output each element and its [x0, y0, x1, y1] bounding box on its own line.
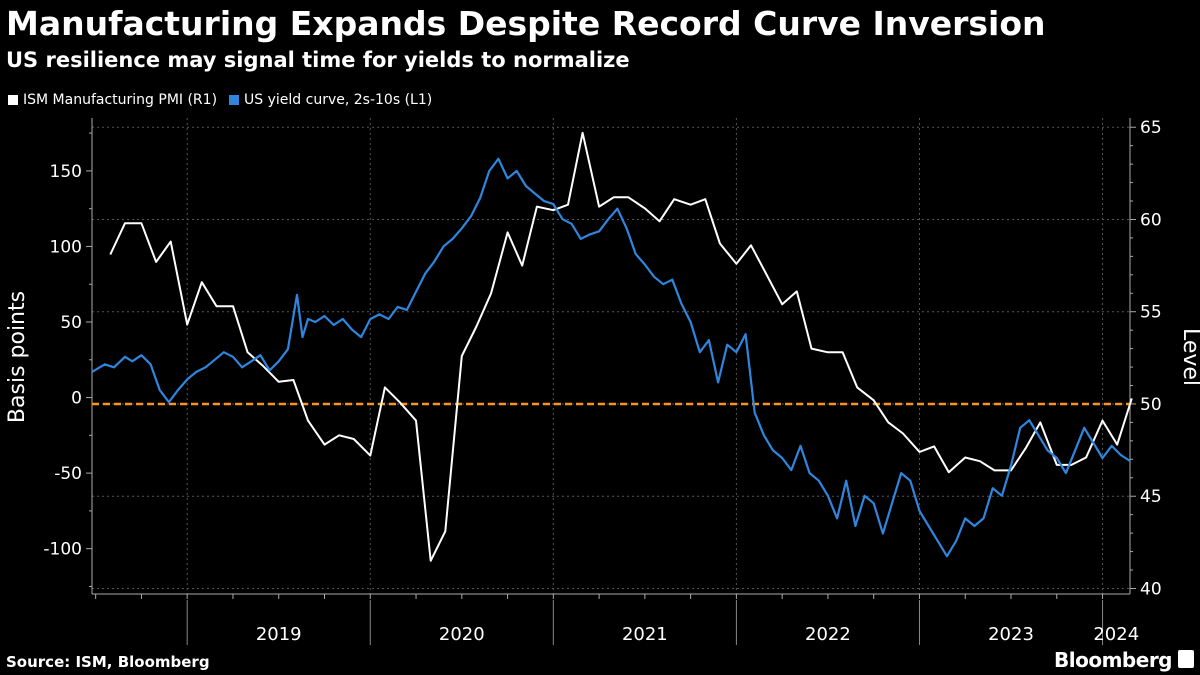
y-axis-label-left: Basis points: [5, 291, 30, 423]
legend-entry-pmi: ISM Manufacturing PMI (R1): [8, 92, 217, 108]
y-left-tick-label: 100: [50, 237, 82, 257]
y-right-tick-label: 60: [1140, 210, 1162, 230]
grid-lines: [92, 118, 1130, 594]
y-left-tick-label: -100: [43, 540, 82, 560]
y-axis-label-right: Level: [1178, 328, 1200, 386]
chart-legend: ISM Manufacturing PMI (R1) US yield curv…: [8, 92, 432, 108]
x-tick-label: 2019: [256, 624, 302, 645]
legend-label-yield-curve: US yield curve, 2s-10s (L1): [244, 92, 433, 108]
y-right-tick-label: 45: [1140, 487, 1162, 507]
y-right-tick-label: 55: [1140, 303, 1162, 323]
x-tick-label: 2023: [988, 624, 1034, 645]
legend-swatch-yield-curve: [229, 95, 240, 105]
brand-logo-text: Bloomberg: [1054, 648, 1172, 672]
legend-label-pmi: ISM Manufacturing PMI (R1): [23, 92, 218, 108]
series-group: [91, 131, 1133, 562]
x-tick-label: 2024: [1093, 624, 1139, 645]
y-left-tick-label: 0: [71, 389, 82, 409]
series-line-yield-curve: [91, 157, 1131, 558]
bloomberg-icon: [1178, 650, 1194, 668]
y-right-tick-label: 65: [1140, 118, 1162, 138]
x-tick-label: 2021: [622, 624, 668, 645]
y-left-tick-label: 150: [50, 162, 82, 182]
legend-swatch-pmi: [8, 95, 18, 105]
y-left-tick-label: 50: [60, 313, 82, 333]
series-line-pmi: [109, 131, 1133, 562]
chart-title: Manufacturing Expands Despite Record Cur…: [6, 4, 1046, 43]
axis-labels: Basis points Level: [5, 291, 1200, 423]
chart-subtitle: US resilience may signal time for yields…: [6, 48, 630, 72]
x-tick-label: 2020: [439, 624, 485, 645]
y-left-tick-label: -50: [54, 464, 82, 484]
y-right-tick-label: 40: [1140, 579, 1162, 599]
source-note: Source: ISM, Bloomberg: [6, 653, 210, 671]
axes: 150 100 50 0 -50 -100 65 60 55 50 45 40 2019 2020 2021…: [43, 118, 1162, 645]
x-tick-label: 2022: [805, 624, 851, 645]
y-right-tick-label: 50: [1140, 395, 1162, 415]
legend-entry-yield-curve: US yield curve, 2s-10s (L1): [229, 92, 432, 108]
